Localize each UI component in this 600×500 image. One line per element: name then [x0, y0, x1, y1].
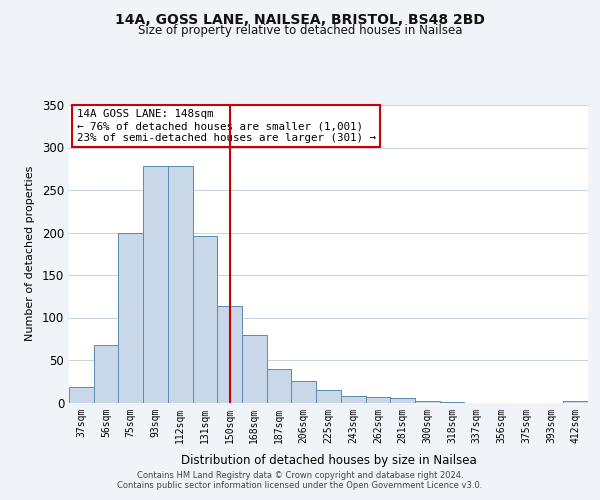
Bar	[242, 334, 267, 402]
Bar	[415, 401, 440, 402]
Bar	[69, 387, 94, 402]
Text: Contains HM Land Registry data © Crown copyright and database right 2024.: Contains HM Land Registry data © Crown c…	[137, 471, 463, 480]
Bar	[341, 396, 365, 402]
X-axis label: Distribution of detached houses by size in Nailsea: Distribution of detached houses by size …	[181, 454, 476, 466]
Bar	[316, 390, 341, 402]
Text: Size of property relative to detached houses in Nailsea: Size of property relative to detached ho…	[138, 24, 462, 37]
Bar	[168, 166, 193, 402]
Text: 14A, GOSS LANE, NAILSEA, BRISTOL, BS48 2BD: 14A, GOSS LANE, NAILSEA, BRISTOL, BS48 2…	[115, 12, 485, 26]
Bar	[193, 236, 217, 402]
Bar	[390, 398, 415, 402]
Bar	[217, 306, 242, 402]
Y-axis label: Number of detached properties: Number of detached properties	[25, 166, 35, 342]
Bar	[118, 232, 143, 402]
Text: Contains public sector information licensed under the Open Government Licence v3: Contains public sector information licen…	[118, 481, 482, 490]
Bar	[94, 344, 118, 403]
Bar	[143, 166, 168, 402]
Text: 14A GOSS LANE: 148sqm
← 76% of detached houses are smaller (1,001)
23% of semi-d: 14A GOSS LANE: 148sqm ← 76% of detached …	[77, 110, 376, 142]
Bar	[267, 368, 292, 402]
Bar	[292, 381, 316, 402]
Bar	[365, 398, 390, 402]
Bar	[563, 401, 588, 402]
